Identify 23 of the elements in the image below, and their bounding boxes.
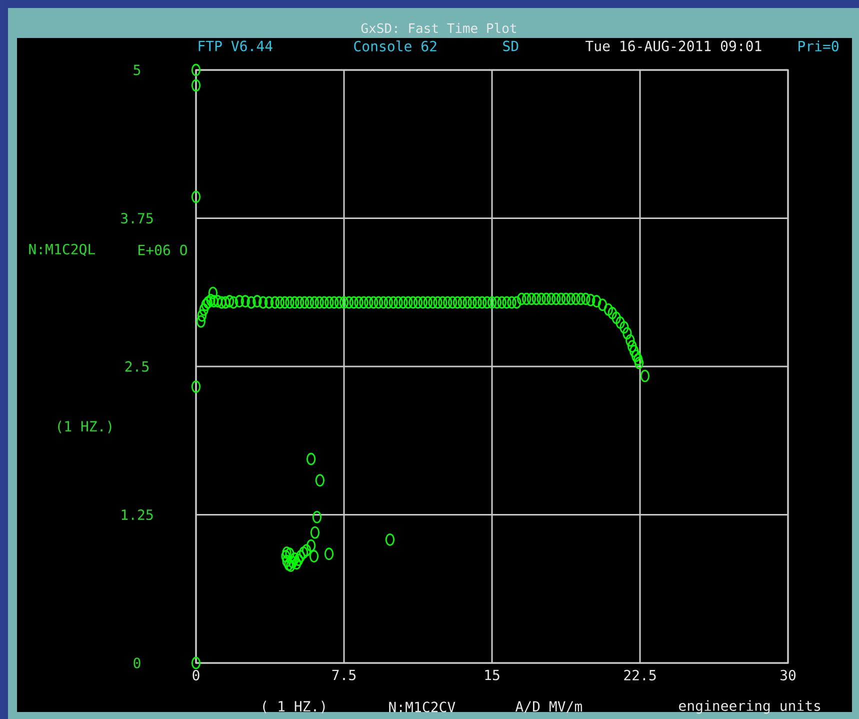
y-tick-label: 2.5 xyxy=(125,361,149,372)
text: SD xyxy=(503,40,518,52)
text: Tue 16-AUG-2011 09:01 xyxy=(586,40,762,52)
x-axis-title: N:M1C2CV xyxy=(389,702,456,712)
x-tick-label: 22.5 xyxy=(624,670,656,680)
text: ( 1 HZ.) xyxy=(263,700,325,714)
x-tick-label: 0 xyxy=(192,670,200,680)
text: FTP V6.44 xyxy=(198,40,272,52)
text: A/D MV/m xyxy=(515,701,582,713)
y-tick-label: 0 xyxy=(134,658,140,668)
text: (1 HZ.) xyxy=(58,420,112,434)
chart-title: GxSD: Fast Time Plot xyxy=(361,22,516,34)
y-tick-label: 1.25 xyxy=(122,509,153,520)
text: Console 62 xyxy=(354,40,436,52)
x-tick-label: 30 xyxy=(780,670,796,680)
x-tick-label: 15 xyxy=(485,670,500,680)
x-tick-label: 7.5 xyxy=(332,670,356,680)
y-tick-label: 5 xyxy=(134,64,140,76)
text: Pri=0 xyxy=(798,40,838,52)
y-axis-title: N:M1C2QL xyxy=(29,244,95,256)
text: engineering units xyxy=(679,700,820,714)
y-tick-label: 3.75 xyxy=(121,212,153,224)
text: E+06 O xyxy=(138,244,187,256)
